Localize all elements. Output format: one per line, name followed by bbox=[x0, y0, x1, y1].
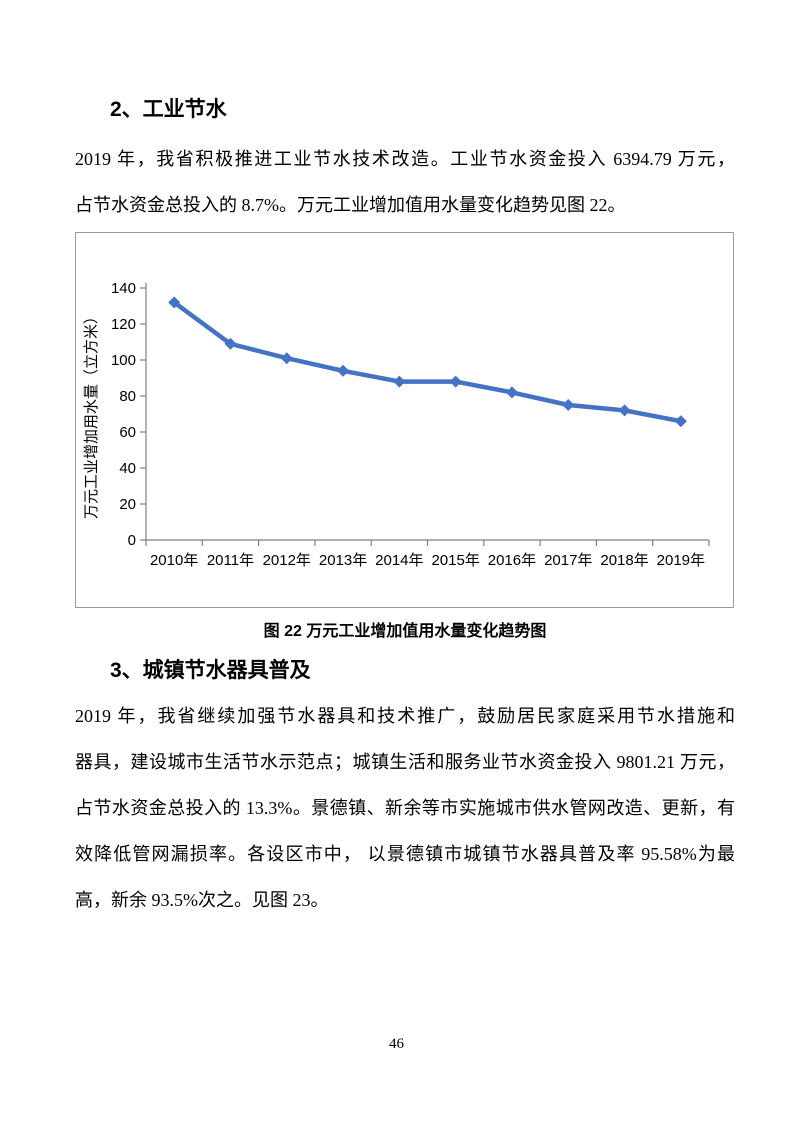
y-tick-label: 40 bbox=[119, 460, 136, 477]
paragraph-line: 占节水资金总投入的 13.3%。景德镇、新余等市实施城市供水管网改造、更新，有 bbox=[75, 798, 735, 818]
y-axis-label: 万元工业增加用水量（立方米） bbox=[83, 309, 100, 519]
figure-22-caption: 图 22 万元工业增加值用水量变化趋势图 bbox=[263, 623, 547, 640]
paragraph-urban-water-saving: 2019 年，我省继续加强节水器具和技术推广，鼓励居民家庭采用节水措施和 器具，建… bbox=[75, 693, 735, 923]
x-tick-label: 2010年 bbox=[150, 552, 198, 569]
paragraph-line: 占节水资金总投入的 8.7%。万元工业增加值用水量变化趋势见图 22。 bbox=[75, 195, 626, 215]
y-tick-label: 20 bbox=[119, 496, 136, 513]
paragraph-line: 效降低管网漏损率。各设区市中， 以景德镇市城镇节水器具普及率 95.58%为最 bbox=[75, 844, 735, 864]
x-tick-label: 2013年 bbox=[319, 552, 367, 569]
y-tick-label: 80 bbox=[119, 388, 136, 405]
paragraph-line: 2019 年，我省继续加强节水器具和技术推广，鼓励居民家庭采用节水措施和 bbox=[75, 706, 735, 726]
data-point-marker bbox=[618, 404, 631, 417]
x-tick-label: 2018年 bbox=[600, 552, 648, 569]
x-tick-label: 2017年 bbox=[544, 552, 592, 569]
x-tick-label: 2014年 bbox=[375, 552, 423, 569]
paragraph-line: 高，新余 93.5%次之。见图 23。 bbox=[75, 890, 329, 910]
paragraph-line: 器具，建设城市生活节水示范点；城镇生活和服务业节水资金投入 9801.21 万元… bbox=[75, 752, 735, 772]
paragraph-line: 2019 年，我省积极推进工业节水技术改造。工业节水资金投入 6394.79 万… bbox=[75, 149, 735, 169]
data-point-marker bbox=[674, 415, 687, 428]
page-number: 46 bbox=[389, 1036, 404, 1052]
data-point-marker bbox=[393, 375, 406, 388]
x-tick-label: 2015年 bbox=[431, 552, 479, 569]
x-tick-label: 2016年 bbox=[488, 552, 536, 569]
data-point-marker bbox=[337, 364, 350, 377]
data-point-marker bbox=[562, 399, 575, 411]
y-tick-label: 0 bbox=[128, 532, 136, 549]
data-point-marker bbox=[449, 375, 462, 388]
data-point-marker bbox=[168, 296, 181, 309]
section-heading-industrial-water-saving: 2、工业节水 bbox=[110, 98, 227, 121]
y-tick-label: 100 bbox=[111, 352, 136, 369]
section-heading-urban-water-saving-appliances: 3、城镇节水器具普及 bbox=[110, 659, 311, 682]
figure-22-chart: 0 20 40 60 80 100 120 140 2010年 2011年 2012年 2013年 20… bbox=[75, 232, 734, 608]
x-tick-label: 2012年 bbox=[263, 552, 311, 569]
y-tick-label: 60 bbox=[119, 424, 136, 441]
data-point-marker bbox=[224, 337, 237, 350]
paragraph-industrial-water-saving: 2019 年，我省积极推进工业节水技术改造。工业节水资金投入 6394.79 万… bbox=[75, 136, 735, 228]
y-tick-label: 120 bbox=[111, 316, 136, 333]
data-point-marker bbox=[280, 352, 293, 365]
figure-22-chart-svg: 0 20 40 60 80 100 120 140 2010年 2011年 2012年 2013年 20… bbox=[83, 280, 710, 569]
x-tick-label: 2019年 bbox=[657, 552, 705, 569]
series-line bbox=[171, 300, 684, 424]
y-tick-label: 140 bbox=[111, 280, 136, 297]
data-point-marker bbox=[505, 386, 518, 399]
x-tick-label: 2011年 bbox=[207, 552, 254, 569]
